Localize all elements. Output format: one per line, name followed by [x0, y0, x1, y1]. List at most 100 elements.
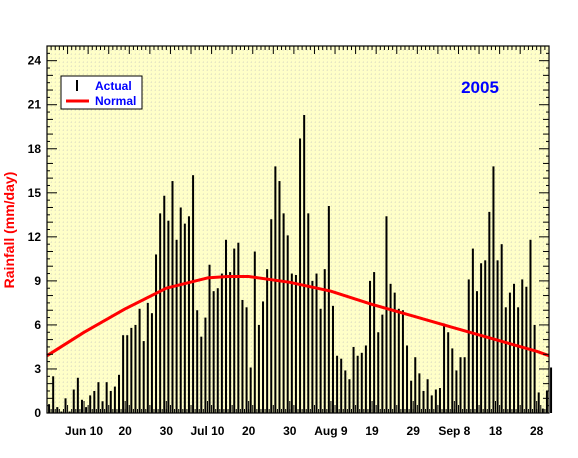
actual-bar [142, 341, 145, 413]
x-tick-label: Jun 10 [65, 424, 103, 438]
x-tick-label: 30 [160, 424, 174, 438]
actual-bar [278, 181, 281, 413]
actual-bar [167, 220, 170, 413]
y-tick-label: 21 [28, 98, 42, 112]
actual-bar [471, 248, 474, 413]
actual-bar [76, 377, 79, 413]
actual-bar [508, 292, 511, 413]
actual-bar [401, 310, 404, 413]
actual-bar [48, 404, 51, 413]
actual-bar [336, 355, 339, 413]
y-tick-label: 6 [34, 318, 41, 332]
actual-bar [443, 323, 446, 413]
actual-bar [146, 302, 149, 413]
actual-bar [397, 308, 400, 413]
actual-bar [299, 138, 302, 414]
actual-bar [97, 382, 100, 413]
actual-bar [237, 242, 240, 413]
actual-bar [118, 374, 121, 413]
y-tick-label: 18 [28, 142, 42, 156]
actual-bar [274, 166, 277, 413]
actual-bar [249, 367, 252, 413]
x-axis: Jun 10 20 30 Jul 10 20 30 Aug 9 19 29 Sep 8 18 28 [46, 46, 550, 438]
actual-bar [385, 216, 388, 413]
actual-bar [513, 283, 516, 413]
actual-bar [447, 332, 450, 413]
actual-bar [105, 382, 108, 413]
actual-bar [245, 307, 248, 413]
actual-bar [426, 379, 429, 413]
x-tick-label: 29 [407, 424, 421, 438]
actual-bar [286, 235, 289, 413]
actual-bar [130, 327, 133, 413]
x-tick-label: 18 [489, 424, 503, 438]
actual-bar [134, 324, 137, 413]
normal-line [46, 275, 550, 358]
actual-bar [307, 213, 310, 413]
year-label: 2005 [461, 78, 499, 97]
actual-bar [348, 379, 351, 413]
actual-bar [303, 115, 306, 413]
actual-bar [204, 317, 207, 413]
actual-bar [122, 335, 125, 413]
actual-bar [179, 207, 182, 413]
actual-bar [229, 272, 232, 413]
actual-bar [294, 275, 297, 413]
actual-bar [550, 367, 553, 413]
actual-bar [64, 398, 67, 413]
x-tick-label: 20 [242, 424, 256, 438]
actual-bar [220, 273, 223, 413]
legend-actual-label: Actual [95, 79, 132, 93]
actual-bar [488, 211, 491, 413]
actual-bar [52, 376, 55, 413]
actual-bar [68, 411, 71, 413]
actual-bar [541, 408, 544, 413]
actual-bar [352, 346, 355, 413]
actual-bar [356, 355, 359, 413]
x-tick-label: 20 [119, 424, 133, 438]
actual-bar [364, 345, 367, 413]
y-tick-label: 0 [34, 406, 41, 420]
actual-bar [467, 279, 470, 413]
actual-bar [410, 380, 413, 413]
actual-bar [72, 389, 75, 413]
actual-bar [266, 269, 269, 413]
actual-bar [253, 251, 256, 413]
x-tick-label: Sep 8 [438, 424, 470, 438]
actual-bar [369, 280, 372, 413]
actual-bar [327, 206, 330, 413]
actual-bar [529, 239, 532, 413]
actual-bar [360, 352, 363, 413]
actual-bar [60, 411, 63, 413]
actual-bar [171, 181, 174, 413]
actual-bar [175, 239, 178, 413]
actual-bar [455, 370, 458, 413]
actual-bar [492, 166, 495, 413]
actual-bar [262, 301, 265, 413]
actual-bar [270, 219, 273, 413]
actual-bar [150, 313, 153, 413]
actual-bar [159, 213, 162, 413]
actual-bar [438, 388, 441, 413]
y-tick-label: 9 [34, 274, 41, 288]
actual-bar [381, 314, 384, 413]
actual-bar [208, 264, 211, 413]
actual-bar [282, 213, 285, 413]
actual-bar [138, 308, 141, 413]
actual-bar [257, 324, 260, 413]
actual-bar [212, 291, 215, 413]
actual-bar [200, 336, 203, 413]
actual-bar [183, 223, 186, 413]
actual-bar [196, 310, 199, 413]
actual-bar [187, 216, 190, 413]
actual-bar [451, 348, 454, 413]
actual-bar [290, 273, 293, 413]
actual-bar [163, 195, 166, 413]
legend: Actual Normal [60, 75, 143, 110]
x-tick-label: Jul 10 [190, 424, 224, 438]
actual-bar [434, 389, 437, 413]
actual-bar [459, 357, 462, 413]
actual-bar [56, 407, 59, 413]
actual-bar [109, 390, 112, 413]
actual-bar [533, 324, 536, 413]
